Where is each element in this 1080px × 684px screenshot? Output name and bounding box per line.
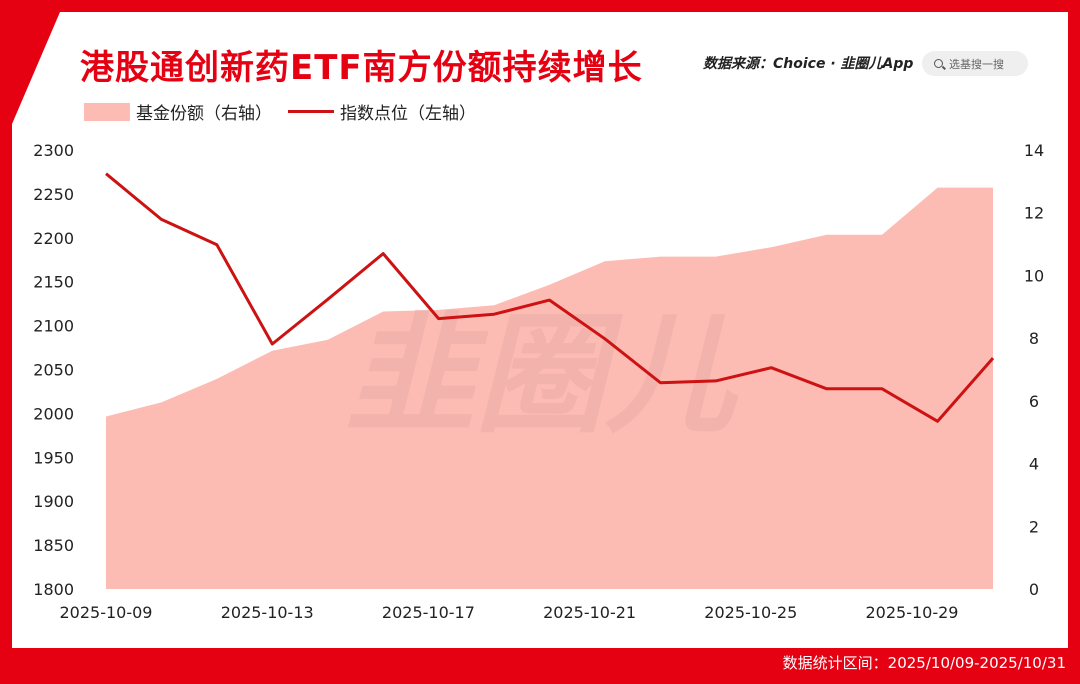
left-axis-tick-label: 1950 — [33, 448, 74, 467]
search-icon — [934, 59, 943, 68]
legend-swatch-line — [288, 110, 334, 113]
x-axis-tick-label: 2025-10-17 — [382, 603, 475, 622]
legend-item-fund-share: 基金份额（右轴） — [84, 99, 272, 124]
right-axis-tick-label: 14 — [1024, 141, 1044, 160]
x-axis-tick-label: 2025-10-25 — [704, 603, 797, 622]
left-axis-tick-label: 2150 — [33, 273, 74, 292]
left-axis-tick-label: 2000 — [33, 404, 74, 423]
right-axis-tick-label: 10 — [1024, 266, 1044, 285]
left-axis-tick-label: 2300 — [33, 141, 74, 160]
left-axis-tick-label: 1900 — [33, 492, 74, 511]
fund-search-box[interactable]: 选基搜一搜 — [922, 51, 1028, 76]
chart-plot: 韭圈儿 180018501900195020002050210021502200… — [33, 141, 1044, 622]
data-source-label: 数据来源：Choice · 韭圈儿App — [703, 56, 914, 72]
x-axis-tick-label: 2025-10-13 — [221, 603, 314, 622]
corner-decoration — [12, 12, 60, 124]
left-axis-tick-label: 2100 — [33, 317, 74, 336]
page-title: 港股通创新药ETF南方份额持续增长 — [80, 48, 643, 88]
left-axis-tick-label: 2050 — [33, 361, 74, 380]
left-axis-tick-label: 2200 — [33, 229, 74, 248]
stat-range-label: 数据统计区间：2025/10/09-2025/10/31 — [782, 654, 1066, 672]
x-axis-tick-label: 2025-10-21 — [543, 603, 636, 622]
right-axis-tick-label: 6 — [1029, 392, 1039, 411]
left-axis-tick-label: 2250 — [33, 185, 74, 204]
right-axis-tick-label: 2 — [1029, 517, 1039, 536]
right-axis-tick-label: 4 — [1029, 455, 1039, 474]
left-axis-tick-label: 1850 — [33, 536, 74, 555]
x-axis-tick-label: 2025-10-29 — [866, 603, 959, 622]
chart-legend: 基金份额（右轴） 指数点位（左轴） — [84, 99, 492, 124]
legend-item-index-level: 指数点位（左轴） — [288, 99, 476, 124]
line-series-index-level — [105, 172, 995, 423]
right-axis-tick-label: 12 — [1024, 204, 1044, 223]
left-axis-tick-label: 1800 — [33, 580, 74, 599]
x-axis-tick-label: 2025-10-09 — [60, 603, 153, 622]
legend-swatch-area — [84, 102, 130, 121]
watermark-text: 韭圈儿 — [345, 299, 739, 451]
legend-label-fund-share: 基金份额（右轴） — [136, 104, 272, 124]
search-placeholder: 选基搜一搜 — [949, 57, 1004, 71]
legend-label-index-level: 指数点位（左轴） — [340, 104, 476, 124]
right-axis-tick-label: 0 — [1029, 580, 1039, 599]
right-axis-tick-label: 8 — [1029, 329, 1039, 348]
area-series-fund-share — [106, 187, 993, 589]
